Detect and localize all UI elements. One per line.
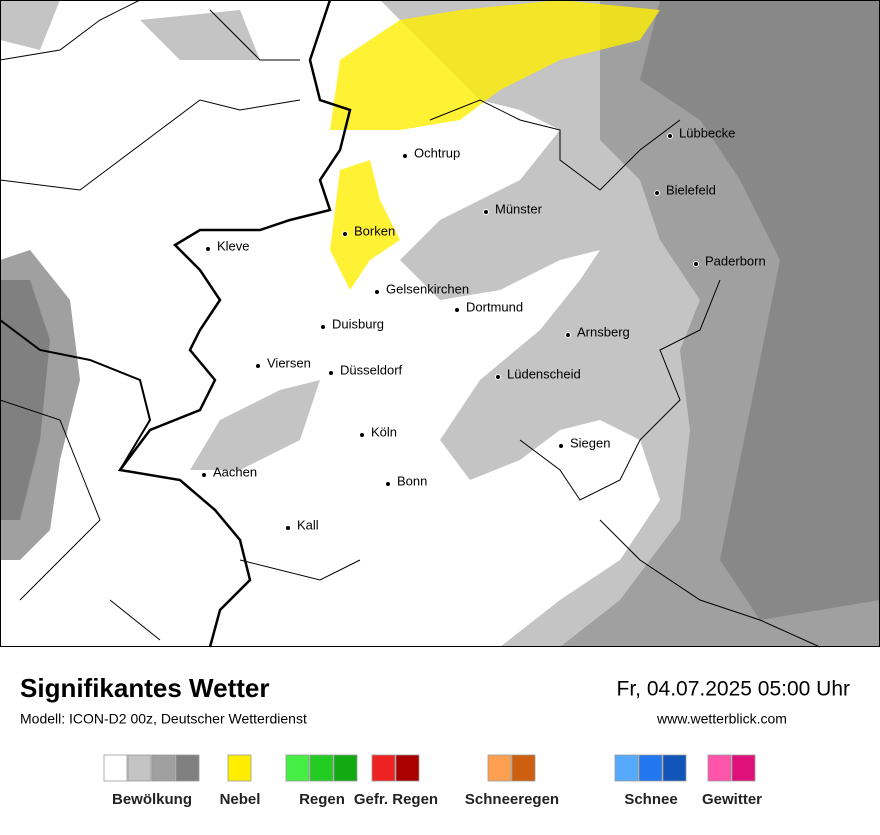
map: Ochtrup Lübbecke Bielefeld Münster Borken Kle…	[0, 0, 880, 648]
city-label: Dortmund	[466, 299, 523, 314]
legend-swatch	[731, 754, 756, 782]
legend-label: Gefr. Regen	[354, 791, 438, 808]
legend-label: Gewitter	[702, 791, 762, 808]
legend-swatch	[662, 754, 687, 782]
city-label: Düsseldorf	[340, 362, 403, 377]
city-dot	[667, 133, 673, 139]
legend-label: Regen	[299, 791, 345, 808]
fog	[330, 0, 660, 130]
city-dot	[693, 261, 699, 267]
city-label: Viersen	[267, 355, 311, 370]
city-dot	[328, 370, 334, 376]
legend-label: Bewölkung	[112, 791, 192, 808]
legend-swatch	[127, 754, 152, 782]
legend-swatch	[707, 754, 732, 782]
legend: Bewölkung Nebel Regen Gefr. Regen Schneerege…	[103, 754, 762, 808]
legend-swatch	[309, 754, 334, 782]
city-dot	[558, 443, 564, 449]
city-label: Duisburg	[332, 316, 384, 331]
cities: Ochtrup Lübbecke Bielefeld Münster Borken Kle…	[201, 125, 766, 532]
cloud-light	[0, 0, 260, 60]
city-label: Lübbecke	[679, 125, 735, 140]
legend-swatch	[175, 754, 200, 782]
city-dot	[285, 525, 291, 531]
legend-label: Nebel	[220, 791, 261, 808]
city-dot	[205, 246, 211, 252]
city-label: Aachen	[213, 464, 257, 479]
city-label: Borken	[354, 223, 395, 238]
legend-swatch	[227, 754, 252, 782]
city-dot	[483, 209, 489, 215]
city-label: Arnsberg	[577, 324, 630, 339]
city-dot	[385, 481, 391, 487]
legend-swatch	[511, 754, 536, 782]
city-label: Gelsenkirchen	[386, 281, 469, 296]
legend-swatch	[103, 754, 128, 782]
legend-swatch	[638, 754, 663, 782]
city-dot	[454, 307, 460, 313]
city-dot	[374, 289, 380, 295]
city-label: Kleve	[217, 238, 250, 253]
city-label: Siegen	[570, 435, 610, 450]
city-dot	[402, 153, 408, 159]
legend-label: Schneeregen	[465, 791, 559, 808]
cloud-dark	[0, 280, 50, 520]
city-dot	[201, 472, 207, 478]
fog	[330, 160, 400, 290]
city-label: Köln	[371, 424, 397, 439]
datetime: Fr, 04.07.2025 05:00 Uhr	[617, 678, 851, 701]
legend-swatch	[333, 754, 358, 782]
legend-swatch	[371, 754, 396, 782]
city-dot	[320, 324, 326, 330]
city-dot	[565, 332, 571, 338]
city-label: Paderborn	[705, 253, 766, 268]
legend-swatch	[487, 754, 512, 782]
city-label: Münster	[495, 201, 543, 216]
city-dot	[255, 363, 261, 369]
legend-swatch	[614, 754, 639, 782]
title: Signifikantes Wetter	[20, 673, 269, 703]
city-label: Ochtrup	[414, 145, 460, 160]
legend-swatch	[285, 754, 310, 782]
subtitle: Modell: ICON-D2 00z, Deutscher Wetterdie…	[20, 711, 307, 727]
city-dot	[359, 432, 365, 438]
city-label: Bielefeld	[666, 182, 716, 197]
city-label: Kall	[297, 517, 319, 532]
city-dot	[654, 190, 660, 196]
city-label: Lüdenscheid	[507, 366, 581, 381]
cloud-dark	[640, 0, 880, 620]
cloud-light	[190, 380, 320, 470]
legend-swatch	[395, 754, 420, 782]
legend-swatch	[151, 754, 176, 782]
borders	[0, 0, 821, 648]
city-dot	[342, 231, 348, 237]
legend-label: Schnee	[624, 791, 677, 808]
city-dot	[495, 374, 501, 380]
city-label: Bonn	[397, 473, 427, 488]
website: www.wetterblick.com	[656, 711, 787, 727]
